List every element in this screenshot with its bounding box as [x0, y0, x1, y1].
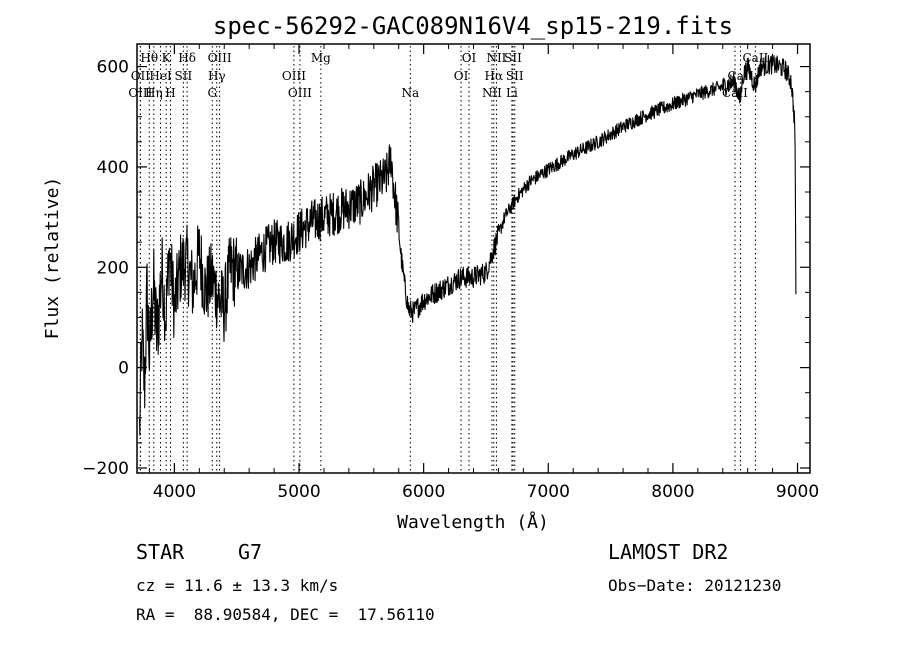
- survey-name: LAMOST DR2: [608, 540, 729, 564]
- x-axis-label: Wavelength (Å): [397, 511, 549, 533]
- y-axis-ticks: −200 0 200 400 600: [82, 58, 810, 479]
- spectral-line-label: NII: [486, 51, 506, 65]
- x-tick-label: 4000: [153, 482, 196, 502]
- spectral-line-label: Na: [401, 86, 419, 100]
- y-tick-label: 0: [118, 359, 129, 379]
- spectral-line-label: Li: [506, 86, 518, 100]
- redshift-velocity: cz = 11.6 ± 13.3 km/s: [136, 576, 339, 595]
- spectral-line-label: HeI: [149, 69, 172, 83]
- spectral-line-label: OIII: [288, 86, 312, 100]
- observation-date: Obs−Date: 20121230: [608, 576, 782, 595]
- object-subclass: G7: [238, 540, 263, 564]
- y-tick-label: 600: [97, 58, 129, 78]
- x-axis-ticks: 4000 5000 6000 7000 8000 9000: [148, 44, 819, 502]
- spectral-line-label: OIII: [282, 69, 306, 83]
- spectral-line-label: SII: [504, 51, 522, 65]
- spectral-line-label: OIII: [128, 86, 152, 100]
- spectral-line-label: OII: [131, 69, 151, 83]
- y-axis-label: Flux (relative): [42, 177, 63, 340]
- y-tick-label: −200: [82, 459, 129, 479]
- chart-title: spec-56292-GAC089N16V4_sp15-219.fits: [213, 12, 733, 40]
- y-tick-label: 400: [97, 158, 129, 178]
- spectral-line-label: G: [207, 86, 217, 100]
- spectral-line-label: OIII: [208, 51, 232, 65]
- x-tick-label: 7000: [527, 482, 570, 502]
- spectrum-series-line: [138, 53, 797, 436]
- spectral-line-label: Hγ: [208, 69, 226, 83]
- sky-coordinates: RA = 88.90584, DEC = 17.56110: [136, 605, 435, 624]
- plot-frame: [136, 43, 811, 474]
- spectral-line-label: OI: [462, 51, 477, 65]
- spectral-line-label: K: [162, 51, 172, 65]
- x-tick-label: 8000: [651, 482, 694, 502]
- spectral-line-label: NII: [482, 86, 502, 100]
- spectral-line-label: Mg: [311, 51, 331, 65]
- y-tick-label: 200: [97, 258, 129, 278]
- spectral-line-label: OI: [454, 69, 469, 83]
- spectral-line-label: H: [165, 86, 175, 100]
- spectral-line-label: SII: [506, 69, 524, 83]
- spectral-line-label: Hθ: [140, 51, 158, 65]
- spectral-line-label: SII: [175, 69, 193, 83]
- x-tick-label: 5000: [277, 482, 320, 502]
- spectral-line-label: Hα: [485, 69, 504, 83]
- x-tick-label: 6000: [402, 482, 445, 502]
- spectral-line-label: Hδ: [178, 51, 196, 65]
- spectral-line-label: Hη: [145, 86, 163, 100]
- x-tick-label: 9000: [776, 482, 819, 502]
- object-class: STAR: [136, 540, 185, 564]
